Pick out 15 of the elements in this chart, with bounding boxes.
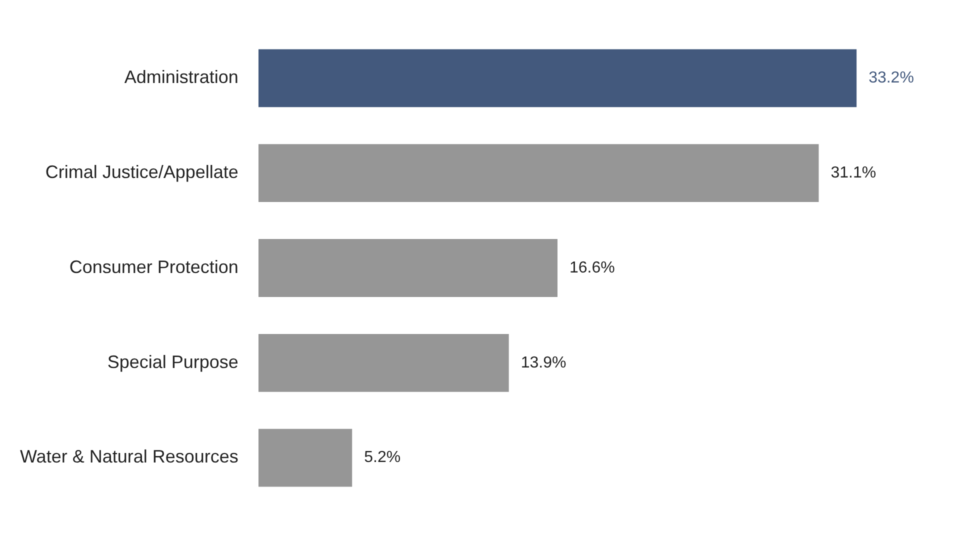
bar [258, 334, 509, 392]
y-tick-label: Crimal Justice/Appellate [45, 162, 238, 182]
bar [258, 239, 558, 297]
bar [258, 144, 819, 202]
data-label: 33.2% [868, 70, 914, 87]
bar [258, 428, 352, 487]
y-tick-label: Water & Natural Resources [20, 446, 238, 467]
bar [258, 49, 857, 108]
data-label: 13.9% [520, 354, 566, 372]
data-label: 31.1% [830, 164, 876, 182]
y-tick-label: Consumer Protection [69, 256, 238, 277]
y-tick-label: Administration [124, 67, 238, 88]
data-label: 5.2% [364, 449, 401, 466]
y-tick-label: Special Purpose [107, 352, 238, 372]
data-label: 16.6% [569, 259, 615, 276]
